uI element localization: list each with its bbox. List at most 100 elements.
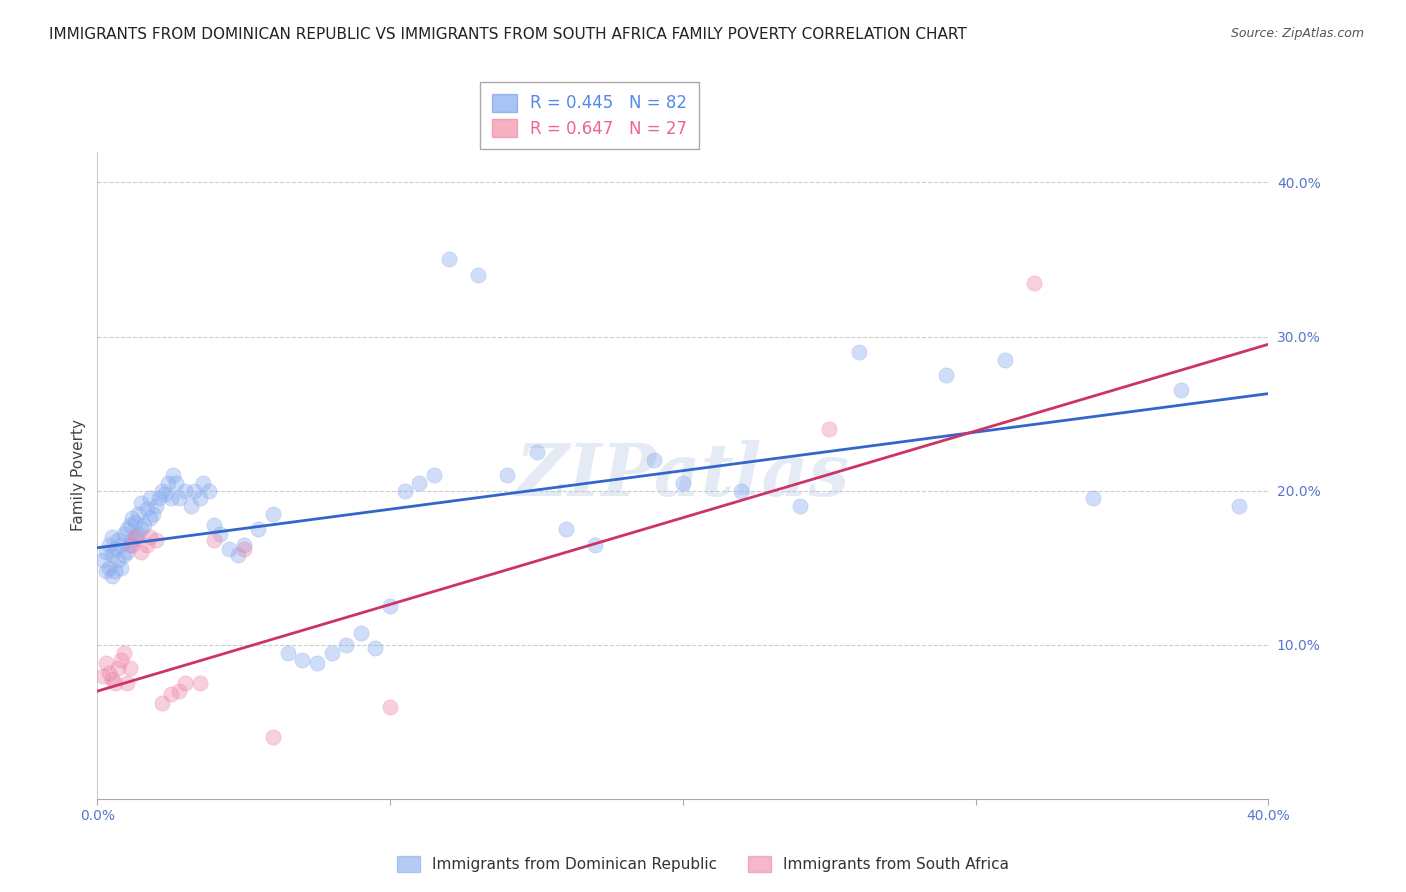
Point — [159, 491, 181, 506]
Point — [148, 491, 170, 506]
Point — [91, 669, 114, 683]
Point — [110, 561, 132, 575]
Point — [583, 538, 606, 552]
Point — [136, 502, 159, 516]
Point — [139, 491, 162, 506]
Point — [423, 468, 446, 483]
Point — [204, 517, 226, 532]
Point — [129, 496, 152, 510]
Point — [129, 545, 152, 559]
Point — [101, 568, 124, 582]
Point — [378, 599, 401, 614]
Point — [232, 542, 254, 557]
Point — [165, 475, 187, 490]
Point — [247, 522, 270, 536]
Point — [378, 699, 401, 714]
Legend: Immigrants from Dominican Republic, Immigrants from South Africa: Immigrants from Dominican Republic, Immi… — [389, 848, 1017, 880]
Point — [101, 672, 124, 686]
Point — [262, 507, 284, 521]
Point — [139, 511, 162, 525]
Point — [159, 687, 181, 701]
Point — [94, 545, 117, 559]
Point — [115, 522, 138, 536]
Point — [643, 453, 665, 467]
Point — [818, 422, 841, 436]
Point — [437, 252, 460, 267]
Point — [110, 653, 132, 667]
Point — [467, 268, 489, 282]
Text: IMMIGRANTS FROM DOMINICAN REPUBLIC VS IMMIGRANTS FROM SOUTH AFRICA FAMILY POVERT: IMMIGRANTS FROM DOMINICAN REPUBLIC VS IM… — [49, 27, 967, 42]
Point — [408, 475, 430, 490]
Point — [209, 527, 232, 541]
Point — [112, 549, 135, 563]
Point — [226, 549, 249, 563]
Point — [145, 533, 167, 547]
Text: Source: ZipAtlas.com: Source: ZipAtlas.com — [1230, 27, 1364, 40]
Legend: R = 0.445   N = 82, R = 0.647   N = 27: R = 0.445 N = 82, R = 0.647 N = 27 — [479, 82, 699, 150]
Point — [291, 653, 314, 667]
Point — [180, 499, 202, 513]
Point — [115, 545, 138, 559]
Point — [1081, 491, 1104, 506]
Point — [110, 538, 132, 552]
Point — [98, 561, 121, 575]
Point — [101, 530, 124, 544]
Point — [277, 646, 299, 660]
Point — [994, 352, 1017, 367]
Point — [124, 515, 146, 529]
Point — [526, 445, 548, 459]
Point — [104, 676, 127, 690]
Point — [118, 661, 141, 675]
Point — [218, 542, 240, 557]
Point — [118, 538, 141, 552]
Point — [394, 483, 416, 498]
Point — [121, 511, 143, 525]
Point — [134, 517, 156, 532]
Point — [1170, 384, 1192, 398]
Point — [789, 499, 811, 513]
Point — [672, 475, 695, 490]
Point — [188, 676, 211, 690]
Point — [127, 507, 149, 521]
Point — [554, 522, 576, 536]
Point — [1227, 499, 1250, 513]
Point — [94, 657, 117, 671]
Point — [107, 553, 129, 567]
Point — [139, 530, 162, 544]
Point — [183, 483, 205, 498]
Point — [127, 527, 149, 541]
Point — [98, 538, 121, 552]
Point — [188, 491, 211, 506]
Point — [174, 676, 197, 690]
Point — [121, 533, 143, 547]
Point — [197, 483, 219, 498]
Point — [129, 522, 152, 536]
Point — [321, 646, 343, 660]
Point — [91, 553, 114, 567]
Point — [104, 542, 127, 557]
Point — [169, 491, 191, 506]
Point — [350, 625, 373, 640]
Point — [112, 527, 135, 541]
Text: ZIPatlas: ZIPatlas — [516, 440, 851, 511]
Point — [98, 665, 121, 680]
Point — [118, 517, 141, 532]
Point — [107, 533, 129, 547]
Point — [153, 487, 176, 501]
Point — [150, 483, 173, 498]
Point — [232, 538, 254, 552]
Point — [730, 483, 752, 498]
Point — [162, 468, 184, 483]
Point — [104, 564, 127, 578]
Point — [364, 640, 387, 655]
Point — [174, 483, 197, 498]
Point — [101, 549, 124, 563]
Point — [1024, 276, 1046, 290]
Point — [169, 684, 191, 698]
Y-axis label: Family Poverty: Family Poverty — [72, 419, 86, 532]
Point — [124, 530, 146, 544]
Point — [145, 499, 167, 513]
Point — [121, 538, 143, 552]
Point — [262, 731, 284, 745]
Point — [112, 646, 135, 660]
